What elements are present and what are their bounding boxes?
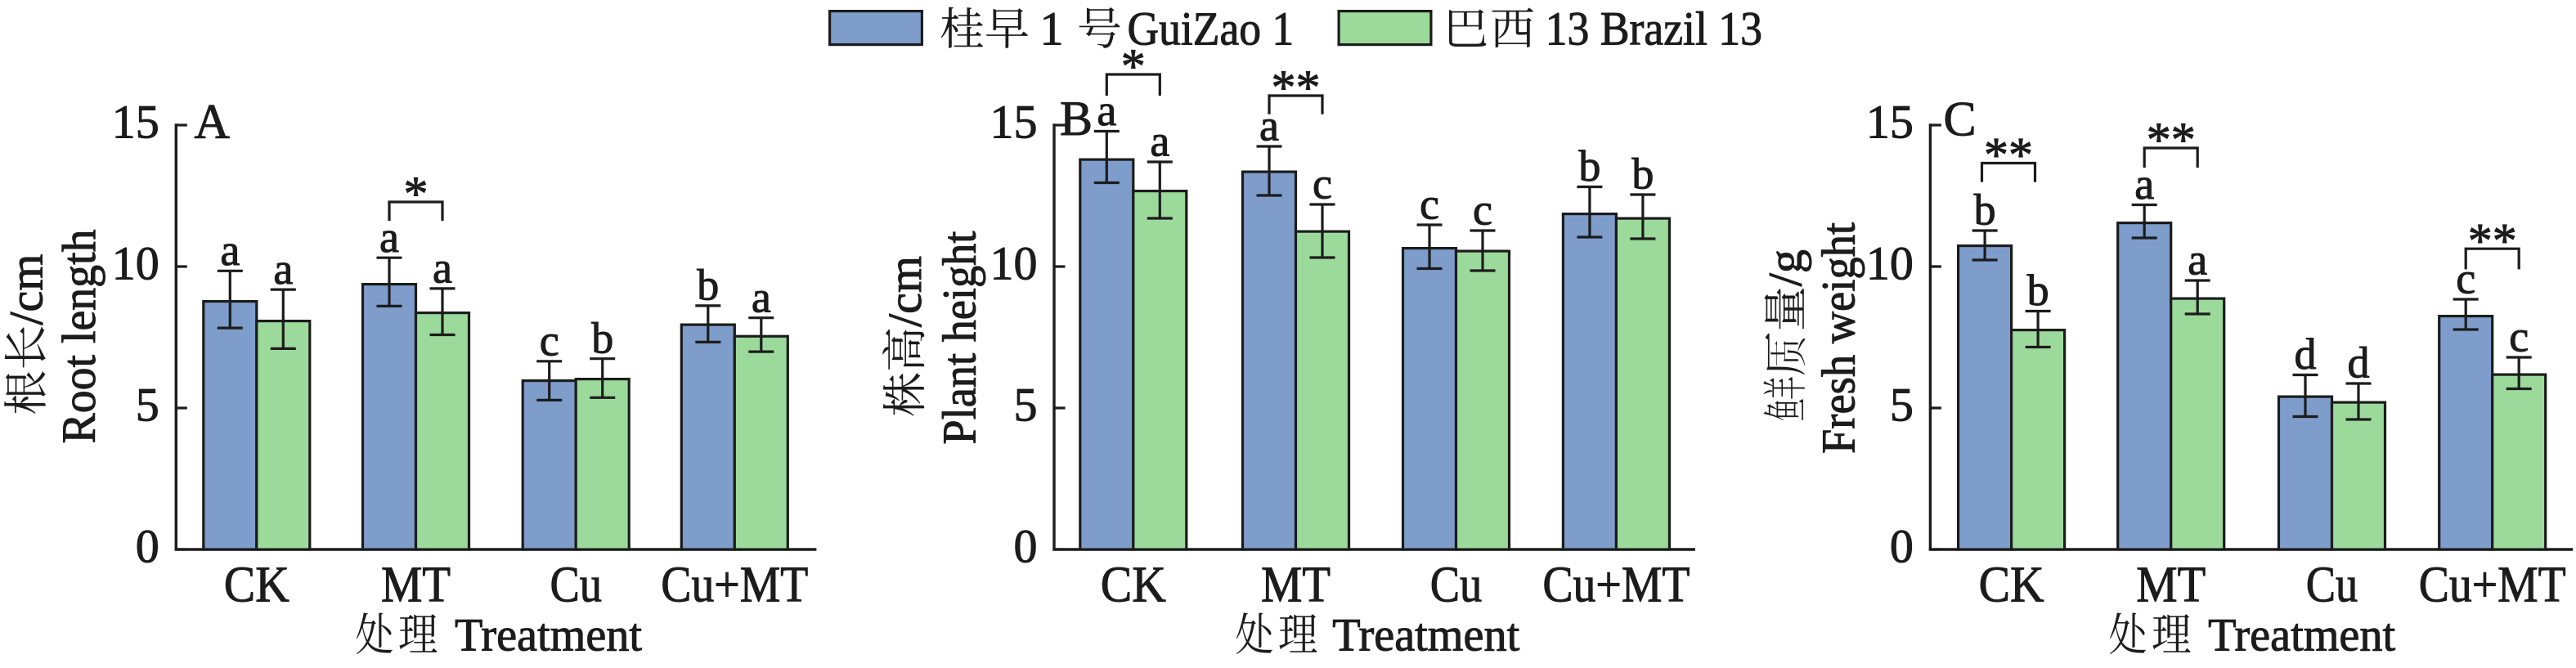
svg-text:a: a [220,226,240,275]
svg-text:b: b [1578,141,1600,191]
svg-text:c: c [2456,254,2475,303]
svg-text:d: d [2295,330,2317,379]
svg-text:15: 15 [112,96,159,149]
svg-text:/g: /g [1759,249,1812,286]
svg-text:Cu: Cu [550,558,602,613]
svg-text:c: c [1420,180,1439,229]
svg-text:B: B [1060,92,1093,146]
svg-text:15: 15 [990,96,1038,149]
svg-text:Treatment: Treatment [2208,610,2395,661]
svg-text:C: C [1944,92,1977,146]
svg-text:a: a [1150,117,1169,166]
svg-text:CK: CK [224,558,289,613]
svg-text:Fresh weight: Fresh weight [1812,222,1865,454]
svg-text:**: ** [1984,128,2033,182]
svg-text:5: 5 [136,379,159,432]
svg-text:10: 10 [1866,237,1914,290]
svg-text:b: b [2027,266,2049,315]
svg-text:CK: CK [1979,558,2044,613]
svg-text:Cu: Cu [2306,558,2358,613]
svg-text:MT: MT [1261,558,1331,613]
svg-text:0: 0 [136,520,159,573]
svg-text:Plant height: Plant height [933,231,986,445]
svg-text:**: ** [1272,61,1321,114]
svg-text:a: a [433,244,452,293]
svg-text:b: b [1631,150,1654,199]
svg-text:/cm: /cm [878,256,931,327]
svg-text:1: 1 [1040,2,1064,56]
svg-text:a: a [273,244,293,294]
svg-text:Cu: Cu [1430,558,1483,613]
svg-text:Root length: Root length [52,230,105,444]
svg-text:Treatment: Treatment [455,610,642,661]
svg-text:MT: MT [381,558,451,613]
svg-text:5: 5 [1890,379,1914,432]
svg-text:Cu+MT: Cu+MT [2419,558,2566,613]
svg-text:a: a [752,272,771,321]
svg-text:/cm: /cm [0,254,52,325]
svg-text:10: 10 [990,237,1038,290]
svg-text:**: ** [2468,213,2517,267]
svg-text:5: 5 [1014,379,1038,432]
svg-text:c: c [1313,159,1332,208]
svg-text:MT: MT [2136,558,2206,613]
svg-text:d: d [2348,338,2370,388]
svg-text:a: a [2188,235,2207,285]
svg-text:*: * [1121,39,1146,93]
svg-text:GuiZao 1: GuiZao 1 [1128,2,1295,56]
svg-text:CK: CK [1101,558,1166,613]
svg-text:10: 10 [112,237,159,290]
svg-text:0: 0 [1014,520,1038,573]
svg-text:**: ** [2147,113,2196,167]
svg-text:a: a [2134,159,2154,208]
svg-text:A: A [195,95,230,149]
svg-text:b: b [1974,186,1996,235]
svg-text:*: * [404,167,429,221]
svg-text:13 Brazil 13: 13 Brazil 13 [1546,2,1762,56]
svg-text:Treatment: Treatment [1332,610,1519,661]
svg-text:c: c [540,316,559,365]
svg-text:b: b [697,261,719,310]
svg-text:b: b [591,313,613,362]
svg-text:c: c [1473,186,1492,235]
svg-text:0: 0 [1890,520,1914,573]
svg-text:15: 15 [1866,96,1914,149]
svg-text:Cu+MT: Cu+MT [661,558,808,613]
svg-text:Cu+MT: Cu+MT [1542,558,1690,613]
svg-text:c: c [2509,312,2529,361]
